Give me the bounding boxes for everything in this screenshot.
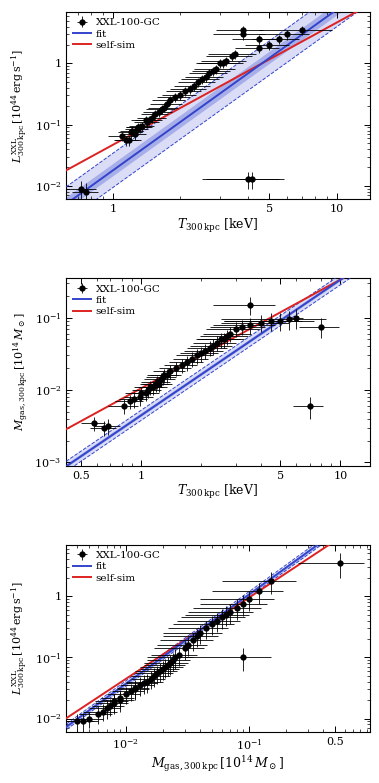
fit [199,624,204,633]
self-sim [199,625,204,634]
self-sim [243,596,247,605]
fit [324,534,328,543]
self-sim [330,279,335,288]
fit [27,749,31,759]
self-sim [4,457,9,467]
Legend: XXL-100-GC, fit, self-sim: XXL-100-GC, fit, self-sim [70,549,163,585]
Legend: XXL-100-GC, fit, self-sim: XXL-100-GC, fit, self-sim [70,16,163,52]
self-sim [201,623,205,633]
Line: self-sim: self-sim [0,0,379,207]
self-sim [191,96,196,106]
self-sim [241,328,246,337]
self-sim [194,95,198,104]
self-sim [241,69,245,78]
fit [193,373,198,383]
Y-axis label: $L^{\mathrm{XXL}}_{300\,\mathrm{kpc}}\,[10^{44}\,\mathrm{erg\,s}^{-1}]$: $L^{\mathrm{XXL}}_{300\,\mathrm{kpc}}\,[… [10,581,30,695]
self-sim [196,352,200,362]
self-sim [219,81,223,91]
fit [223,607,227,616]
self-sim [0,202,1,211]
fit [4,503,9,512]
Legend: XXL-100-GC, fit, self-sim: XXL-100-GC, fit, self-sim [70,283,163,319]
Y-axis label: $L^{\mathrm{XXL}}_{300\,\mathrm{kpc}}\,[10^{44}\,\mathrm{erg\,s}^{-1}]$: $L^{\mathrm{XXL}}_{300\,\mathrm{kpc}}\,[… [10,49,30,163]
self-sim [324,542,328,551]
fit [333,6,337,16]
X-axis label: $T_{300\,\mathrm{kpc}}$ [keV]: $T_{300\,\mathrm{kpc}}$ [keV] [177,483,258,501]
fit [196,372,200,381]
fit [194,106,198,115]
fit [243,593,247,602]
fit [201,622,205,632]
Line: fit: fit [0,0,379,252]
Line: fit: fit [29,492,379,754]
Line: fit: fit [6,236,379,507]
self-sim [27,738,31,747]
self-sim [219,340,224,349]
Y-axis label: $M_{\mathrm{gas},300\,\mathrm{kpc}}\,[10^{14}\,M_\odot]$: $M_{\mathrm{gas},300\,\mathrm{kpc}}\,[10… [11,312,30,431]
fit [241,72,245,81]
fit [219,355,224,365]
fit [0,247,1,257]
Line: self-sim: self-sim [6,244,379,462]
X-axis label: $T_{300\,\mathrm{kpc}}$ [keV]: $T_{300\,\mathrm{kpc}}$ [keV] [177,217,258,235]
X-axis label: $M_{\mathrm{gas},300\,\mathrm{kpc}}\,[10^{14}\,M_\odot]$: $M_{\mathrm{gas},300\,\mathrm{kpc}}\,[10… [152,754,284,774]
fit [191,108,196,117]
self-sim [193,354,198,363]
fit [219,88,223,98]
self-sim [223,608,227,618]
fit [241,341,246,351]
self-sim [333,19,337,28]
fit [330,280,335,290]
Line: self-sim: self-sim [29,503,379,742]
